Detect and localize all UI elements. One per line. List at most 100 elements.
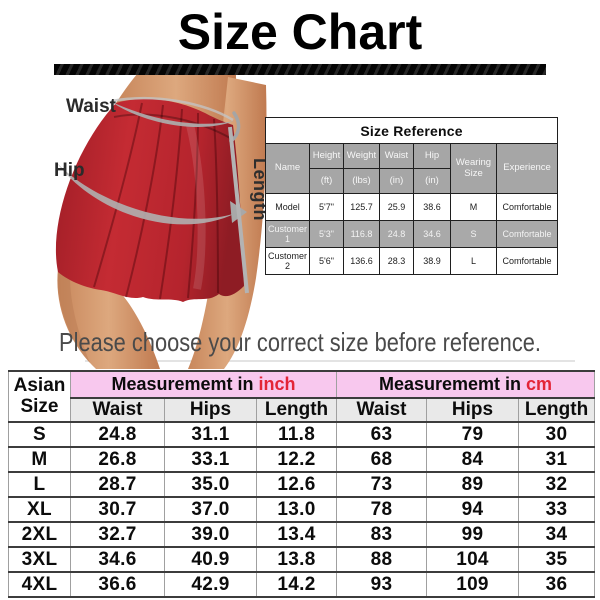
title-underline-bar [54,64,546,75]
cell: 34.6 [70,546,165,573]
cell: 37.0 [164,496,257,523]
cell: 32.7 [70,521,165,548]
cell: 68 [336,446,428,473]
cell: 35.0 [164,471,257,498]
table-row-2xl: 2XL 32.7 39.0 13.4 83 99 34 [8,521,596,548]
cell: 94 [426,496,520,523]
cell: 84 [426,446,520,473]
skirt-highlight [186,124,206,290]
col-header-hips-cm: Hips [426,397,520,423]
waist-arc-top [111,96,234,122]
waistband-seam [113,113,233,140]
size-cell: M [8,446,71,473]
cell: S [450,220,497,248]
cell: 88 [336,546,428,573]
cell: 78 [336,496,428,523]
cell: Customer 1 [265,220,310,248]
cell: 33.1 [164,446,257,473]
table-header-row: Name Height Weight Waist Hip Wearing Siz… [265,143,559,194]
cell: 42.9 [164,571,257,598]
cell: 36.6 [70,571,165,598]
unit-in-waist: (in) [379,168,414,194]
cell: 26.8 [70,446,165,473]
cell: 34.6 [413,220,451,248]
table-row-4xl: 4XL 36.6 42.9 14.2 93 109 36 [8,571,596,598]
cell: Comfortable [495,220,559,248]
cell: Comfortable [495,247,559,275]
cell: 30 [518,421,596,448]
cell: 136.6 [343,247,380,275]
col-header-experience: Experience [495,143,559,194]
cell: 13.0 [255,496,338,523]
size-reference-table: Size Reference Name Height Weight Waist … [264,117,559,275]
size-cell: 3XL [8,546,71,573]
table-subheader-row: Waist Hips Length Waist Hips Length [9,397,596,423]
table-row-s: S 24.8 31.1 11.8 63 79 30 [8,421,596,448]
cell: 35 [518,546,596,573]
table-row-xl: XL 30.7 37.0 13.0 78 94 33 [8,496,596,523]
cm-header-text: Measurememt in [378,374,522,394]
cell: 39.0 [164,521,257,548]
inch-header-text: Measurememt in [111,374,254,394]
table-row-model: Model 5'7" 125.7 25.9 38.6 M Comfortable [265,193,559,221]
size-cell: L [8,471,71,498]
skirt-model-illustration: Waist Hip Length [54,73,270,369]
table-row-customer-2: Customer 2 5'6" 136.6 28.3 38.9 L Comfor… [265,247,559,275]
waist-arc [110,101,234,128]
table-row-m: M 26.8 33.1 12.2 68 84 31 [8,446,596,473]
inch-unit-text: inch [258,374,296,394]
cell: 31 [518,446,596,473]
cell: M [450,193,497,221]
table-header-row: Asian Size Measurememt in inch Measuremem… [8,370,596,423]
cell: L [450,247,497,275]
cell: 93 [336,571,428,598]
cell: 25.9 [379,193,414,221]
size-cell: 4XL [8,571,71,598]
cell: 31.1 [164,421,257,448]
table-row-l: L 28.7 35.0 12.6 73 89 32 [8,471,596,498]
cell: 104 [426,546,520,573]
cell: 109 [426,571,520,598]
hip-label: Hip [54,160,85,181]
cm-unit-text: cm [526,374,553,394]
model-figure: Waist Hip Length [30,63,270,370]
cell: 28.3 [379,247,414,275]
cell: 79 [426,421,520,448]
cell: 13.4 [255,521,338,548]
corner-line-1: Asian [13,374,66,396]
col-header-length-inch: Length [255,397,338,423]
asian-size-table: Asian Size Measurememt in inch Measuremem… [8,370,596,598]
cell: 63 [336,421,428,448]
size-cell: S [8,421,71,448]
cell: 11.8 [255,421,338,448]
cell: 13.8 [255,546,338,573]
cell: 40.9 [164,546,257,573]
leg-shadow [57,269,90,363]
cell: 28.7 [70,471,165,498]
cell: Customer 2 [265,247,310,275]
inch-section-header: Measurememt in inch [69,370,338,399]
cell: 125.7 [343,193,380,221]
page-title: Size Chart [177,4,423,60]
divider-line [85,360,575,362]
cell: 32 [518,471,596,498]
cell: 33 [518,496,596,523]
col-header-hip: Hip [413,143,451,169]
cell: 5'6" [309,247,344,275]
unit-ft: (ft) [309,168,344,194]
size-cell: 2XL [8,521,71,548]
cell: 34 [518,521,596,548]
col-header-weight: Weight [343,143,380,169]
corner-header-asian-size: Asian Size [8,370,71,423]
cell: 99 [426,521,520,548]
cell: 89 [426,471,520,498]
cell: 73 [336,471,428,498]
size-notice-text: Please choose your correct size before r… [59,327,541,357]
cell: 5'7" [309,193,344,221]
cell: Comfortable [495,193,559,221]
cell: 116.8 [343,220,380,248]
corner-line-2: Size [20,395,59,417]
table-row-3xl: 3XL 34.6 40.9 13.8 88 104 35 [8,546,596,573]
col-header-length-cm: Length [518,397,596,423]
